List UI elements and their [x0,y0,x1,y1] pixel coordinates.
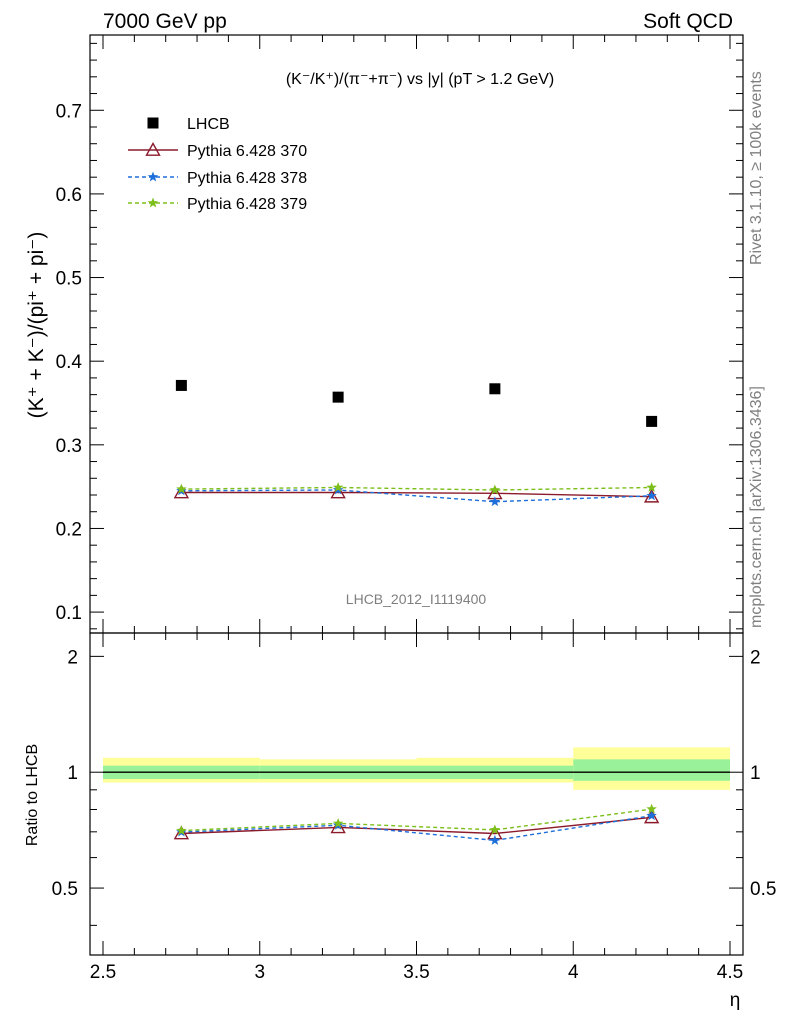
legend-label-0: LHCB [187,116,230,133]
ratio-series-line-1 [181,815,652,842]
y-tick-label-6: 0.7 [56,101,82,122]
x-tick-label-1: 3 [254,962,265,983]
main-point-1-1 [330,484,346,499]
x-tick-label-3: 4 [568,962,579,983]
main-point-2-2 [489,496,501,507]
main-point-0-3 [646,415,658,427]
y-tick-label-1: 0.2 [56,519,82,540]
y-tick-label-0: 0.1 [56,603,82,624]
plot-title: (K⁻/K⁺)/(π⁻+π⁻) vs |y| (pT > 1.2 GeV) [286,71,554,88]
rivet-label: Rivet 3.1.10, ≥ 100k events [748,71,765,265]
header-left: 7000 GeV pp [103,10,227,33]
x-tick-label-4: 4.5 [717,962,743,983]
ratio-y-tick-label-left-0: 0.5 [52,879,78,900]
legend-marker-2 [147,171,159,182]
ratio-point-0-1 [330,819,346,834]
y-tick-label-4: 0.5 [56,269,82,290]
legend: LHCB Pythia 6.428 370 Pythia 6.428 378 Pyth… [128,116,307,213]
ratio-y-tick-label-right-0: 0.5 [750,879,776,900]
ratio-point-1-3 [646,810,657,821]
main-point-3-2 [489,484,501,495]
main-series-line-2 [181,489,652,503]
top-ylabel: (K⁺ + K⁻)/(pi⁺ + pi⁻) [25,232,48,419]
ratio-series-line-2 [181,808,652,832]
ratio-series-line-0 [181,816,652,835]
ratio-panel: 2.5 3 3.5 4 4.5 0.5 0.5 1 1 2 2 [52,632,776,983]
bottom-ylabel: Ratio to LHCB [24,744,41,846]
main-series-line-3 [181,486,652,491]
main-point-0-0 [175,379,187,391]
ratio-point-2-1 [332,817,344,828]
y-tick-label-2: 0.3 [56,436,82,457]
main-point-0-1 [332,391,344,403]
ratio-panel-frame [89,632,744,956]
x-tick-label-0: 2.5 [90,962,116,983]
legend-label-2: Pythia 6.428 378 [187,170,307,187]
ratio-point-0-0 [173,825,190,840]
band-stat-3 [573,759,730,781]
main-series-line-1 [181,491,652,498]
main-point-0-2 [489,383,501,395]
main-panel: 0.1 0.2 0.3 0.4 0.5 0.6 0.7 [56,34,744,634]
header-right: Soft QCD [643,10,733,33]
ratio-point-1-2 [489,834,501,845]
ratio-point-2-3 [646,803,657,814]
x-tick-label-2: 3.5 [403,962,429,983]
x-axis-label: η [730,990,741,1011]
ratio-y-tick-label-left-2: 2 [67,647,78,668]
analysis-label: LHCB_2012_I1119400 [346,591,487,607]
main-point-3-1 [332,481,344,492]
y-tick-label-3: 0.4 [56,352,83,373]
legend-marker-0 [147,117,159,129]
ratio-y-tick-label-right-1: 1 [750,763,761,784]
ratio-point-2-0 [176,825,187,836]
ratio-y-tick-label-right-2: 2 [750,647,761,668]
mcplots-label: mcplots.cern.ch [arXiv:1306.3436] [748,386,765,628]
legend-label-3: Pythia 6.428 379 [187,196,307,213]
legend-marker-1 [145,142,161,156]
main-point-1-3 [643,488,660,503]
main-point-3-0 [176,483,187,494]
legend-label-1: Pythia 6.428 370 [187,143,307,160]
legend-marker-3 [147,197,159,208]
main-point-3-3 [646,481,657,492]
ratio-y-tick-label-left-1: 1 [67,763,78,784]
ratio-point-2-2 [489,824,501,835]
main-point-1-0 [173,484,190,499]
y-tick-label-5: 0.6 [56,185,82,206]
main-point-2-3 [646,490,657,501]
